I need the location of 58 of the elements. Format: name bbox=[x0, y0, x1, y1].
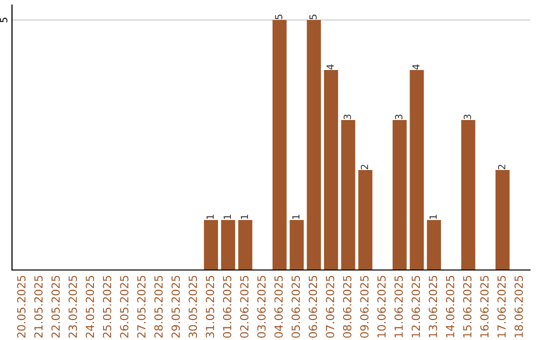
x-tick-label: 20.05.2025 bbox=[17, 276, 26, 338]
x-tick-label: 12.06.2025 bbox=[412, 276, 420, 338]
x-tick-label: 27.05.2025 bbox=[137, 276, 146, 338]
x-tick-label: 08.06.2025 bbox=[343, 276, 352, 338]
x-tick-label: 16.06.2025 bbox=[480, 276, 489, 338]
bar bbox=[392, 120, 407, 270]
data-label: 2 bbox=[498, 164, 506, 170]
bar bbox=[324, 70, 338, 270]
x-tick-label: 30.05.2025 bbox=[188, 276, 198, 338]
data-label: 1 bbox=[430, 214, 437, 219]
x-tick-label: 05.06.2025 bbox=[292, 276, 300, 338]
bar bbox=[221, 220, 236, 270]
data-label: 1 bbox=[240, 214, 248, 219]
x-tick-label: 09.06.2025 bbox=[360, 276, 369, 338]
x-tick-label: 18.06.2025 bbox=[514, 276, 523, 338]
bar bbox=[272, 20, 287, 270]
bar bbox=[426, 220, 441, 270]
data-label: 3 bbox=[344, 114, 352, 120]
x-tick-label: 25.05.2025 bbox=[102, 276, 112, 338]
data-label: 1 bbox=[224, 214, 231, 219]
bar bbox=[496, 170, 510, 270]
x-tick-label: 26.05.2025 bbox=[120, 276, 128, 338]
data-label: 3 bbox=[464, 114, 472, 120]
data-label: 4 bbox=[412, 64, 420, 70]
bar bbox=[204, 220, 218, 270]
x-tick-label: 13.06.2025 bbox=[428, 276, 438, 338]
x-tick-label: 04.06.2025 bbox=[274, 276, 283, 338]
bar bbox=[410, 70, 424, 270]
x-tick-label: 21.05.2025 bbox=[34, 276, 43, 338]
x-tick-label: 22.05.2025 bbox=[51, 276, 60, 338]
x-tick-label: 06.06.2025 bbox=[308, 276, 318, 338]
bar bbox=[358, 170, 372, 270]
x-tick-label: 23.05.2025 bbox=[68, 276, 77, 338]
x-tick-label: 07.06.2025 bbox=[326, 276, 334, 338]
x-tick-label: 02.06.2025 bbox=[240, 276, 248, 338]
x-tick-label: 31.05.2025 bbox=[206, 276, 214, 338]
x-tick-label: 11.06.2025 bbox=[394, 276, 403, 338]
data-label: 5 bbox=[275, 14, 282, 20]
x-tick-label: 29.05.2025 bbox=[171, 276, 180, 338]
data-label: 3 bbox=[395, 114, 402, 120]
data-label: 1 bbox=[206, 214, 214, 219]
x-tick-label: 03.06.2025 bbox=[257, 276, 266, 338]
bar bbox=[238, 220, 252, 270]
x-tick-label: 17.06.2025 bbox=[497, 276, 506, 338]
x-tick-label: 14.06.2025 bbox=[446, 276, 454, 338]
bar bbox=[306, 20, 321, 270]
x-tick-label: 24.05.2025 bbox=[86, 276, 94, 338]
bar bbox=[461, 120, 476, 270]
x-tick-label: 28.05.2025 bbox=[154, 276, 163, 338]
x-tick-label: 01.06.2025 bbox=[222, 276, 232, 338]
bar bbox=[341, 120, 356, 270]
data-label: 2 bbox=[360, 164, 368, 170]
data-label: 5 bbox=[309, 14, 317, 20]
data-label: 4 bbox=[326, 64, 334, 70]
bar bbox=[290, 220, 304, 270]
data-label: 1 bbox=[292, 214, 300, 219]
x-tick-label: 15.06.2025 bbox=[463, 276, 472, 338]
x-tick-label: 10.06.2025 bbox=[377, 276, 386, 338]
